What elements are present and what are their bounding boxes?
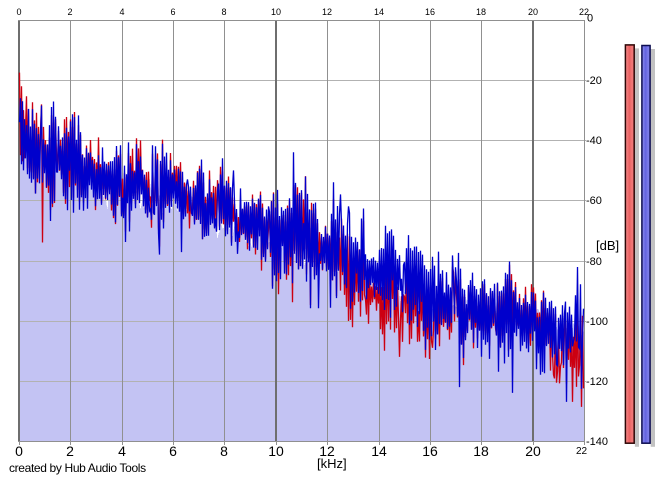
svg-text:2: 2 — [67, 7, 72, 17]
svg-text:18: 18 — [473, 443, 489, 459]
svg-text:20: 20 — [525, 443, 541, 459]
svg-text:12: 12 — [322, 7, 332, 17]
svg-text:[dB]: [dB] — [596, 238, 619, 253]
svg-text:0: 0 — [587, 13, 593, 25]
svg-text:0: 0 — [16, 7, 21, 17]
svg-text:4: 4 — [118, 443, 126, 459]
svg-text:18: 18 — [476, 7, 486, 17]
svg-text:10: 10 — [271, 7, 281, 17]
svg-text:created by Hub Audio Tools: created by Hub Audio Tools — [9, 461, 146, 475]
svg-text:-20: -20 — [586, 75, 602, 87]
svg-text:4: 4 — [119, 7, 124, 17]
svg-text:22: 22 — [576, 446, 588, 457]
svg-text:-120: -120 — [586, 376, 608, 388]
svg-text:6: 6 — [170, 7, 175, 17]
svg-text:2: 2 — [66, 443, 74, 459]
svg-text:14: 14 — [371, 443, 387, 459]
svg-text:-140: -140 — [586, 436, 608, 448]
svg-text:-80: -80 — [586, 256, 602, 268]
svg-text:14: 14 — [374, 7, 384, 17]
svg-text:16: 16 — [425, 7, 435, 17]
svg-text:10: 10 — [268, 443, 284, 459]
svg-text:[kHz]: [kHz] — [317, 456, 347, 471]
svg-text:-60: -60 — [586, 195, 602, 207]
svg-text:-100: -100 — [586, 316, 608, 328]
svg-text:12: 12 — [319, 443, 335, 459]
svg-text:22: 22 — [579, 7, 589, 17]
svg-text:-40: -40 — [586, 135, 602, 147]
svg-text:20: 20 — [528, 7, 538, 17]
svg-text:0: 0 — [15, 443, 23, 459]
svg-text:8: 8 — [220, 443, 228, 459]
svg-text:16: 16 — [422, 443, 438, 459]
svg-text:6: 6 — [169, 443, 177, 459]
svg-text:8: 8 — [221, 7, 226, 17]
